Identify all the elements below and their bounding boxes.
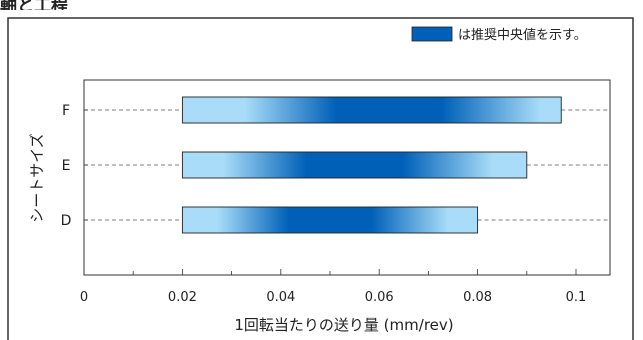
category-label-E: E [62,158,71,174]
x-tick-label-2: 0.04 [266,290,295,305]
y-axis-label: シートサイズ [28,133,46,223]
x-tick-label-3: 0.06 [365,290,394,305]
outer-frame [7,17,634,340]
gridlines [84,109,610,221]
x-ticks: 0 0.02 0.04 0.06 0.08 0.1 [80,269,586,305]
range-bar-D [181,206,479,234]
x-tick-label-5: 0.1 [566,290,587,305]
legend-swatch [411,26,453,42]
range-bar-F [181,96,562,124]
category-label-D: D [61,213,72,229]
category-label-F: F [62,103,70,119]
header-fragment: 軸と工程 [0,0,68,10]
range-bar-E [181,151,528,179]
x-axis-label: 1回転当たりの送り量 (mm/rev) [234,316,453,334]
x-tick-label-1: 0.02 [168,290,197,305]
category-labels: F E D [61,103,88,229]
range-bars [181,96,562,234]
legend-label: は推奨中央値を示す。 [458,27,587,43]
x-tick-label-0: 0 [80,290,88,305]
x-tick-label-4: 0.08 [463,290,492,305]
